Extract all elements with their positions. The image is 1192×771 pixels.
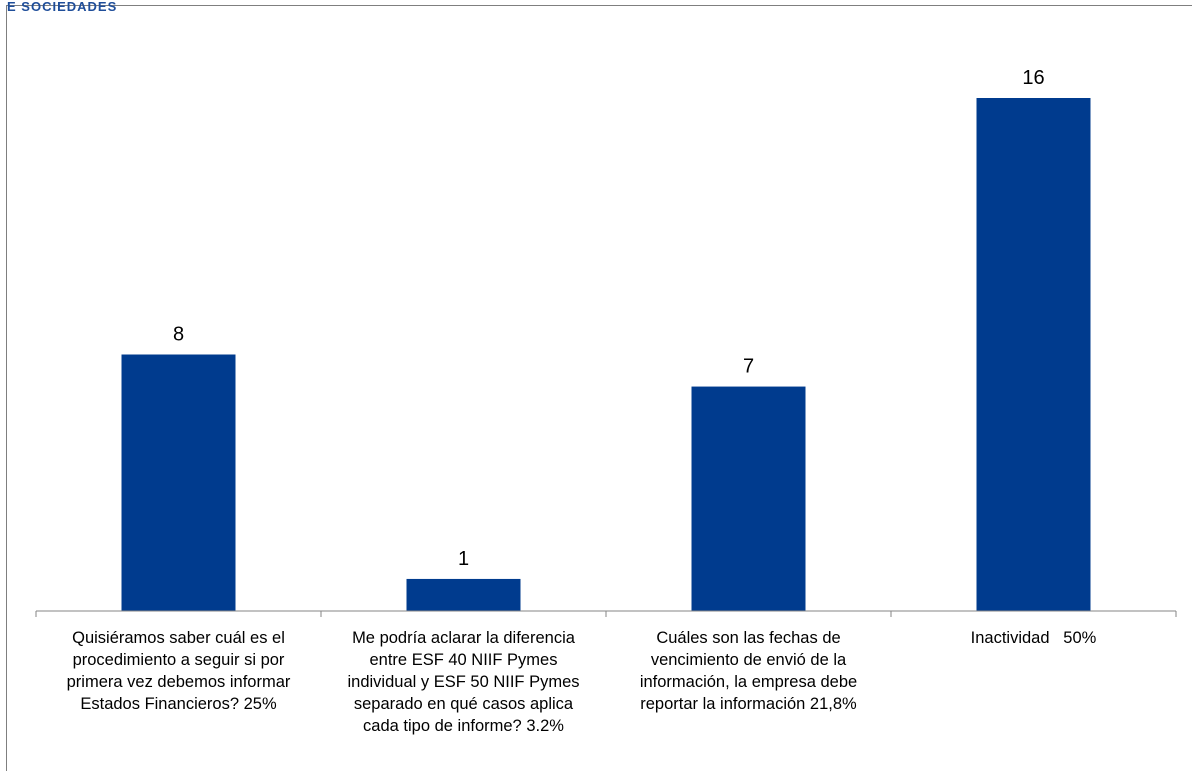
category-label-line: Quisiéramos saber cuál es el <box>72 629 285 647</box>
category-label-4: Inactividad 50% <box>891 627 1176 649</box>
data-label-4: 16 <box>1022 67 1044 89</box>
category-label-line: reportar la información 21,8% <box>640 695 857 713</box>
category-label-line: entre ESF 40 NIIF Pymes <box>369 651 558 669</box>
data-label-3: 7 <box>743 356 754 378</box>
bar-1 <box>121 354 236 611</box>
category-label-line: Inactividad 50% <box>970 629 1097 647</box>
bar-2 <box>406 578 521 611</box>
category-label-line: Cuáles son las fechas de <box>656 629 841 647</box>
category-label-line: Estados Financieros? 25% <box>80 695 277 713</box>
bar-4 <box>976 98 1091 611</box>
category-label-line: cada tipo de informe? 3.2% <box>363 717 564 735</box>
data-label-2: 1 <box>458 548 469 570</box>
category-label-line: primera vez debemos informar <box>66 673 291 691</box>
data-label-1: 8 <box>173 324 184 346</box>
category-label-2: Me podría aclarar la diferencia entre ESF… <box>321 627 606 737</box>
category-label-line: individual y ESF 50 NIIF Pymes <box>347 673 580 691</box>
data-labels-layer: 8 1 7 16 <box>173 67 1045 570</box>
category-label-line: Me podría aclarar la diferencia <box>352 629 575 647</box>
category-label-1: Quisiéramos saber cuál es el procedimient… <box>36 627 321 715</box>
header-fragment: E SOCIEDADES <box>7 0 118 14</box>
bars-layer <box>121 98 1091 611</box>
x-axis <box>35 610 1177 617</box>
category-label-3: Cuáles son las fechas de vencimiento de e… <box>606 627 891 715</box>
category-label-line: información, la empresa debe <box>639 673 858 691</box>
bar-3 <box>691 386 806 611</box>
category-label-line: procedimiento a seguir si por <box>72 651 285 669</box>
category-label-line: vencimiento de envió de la <box>650 651 847 669</box>
chart-frame: E SOCIEDADES <box>6 0 1192 771</box>
category-label-line: separado en qué casos aplica <box>353 695 574 713</box>
